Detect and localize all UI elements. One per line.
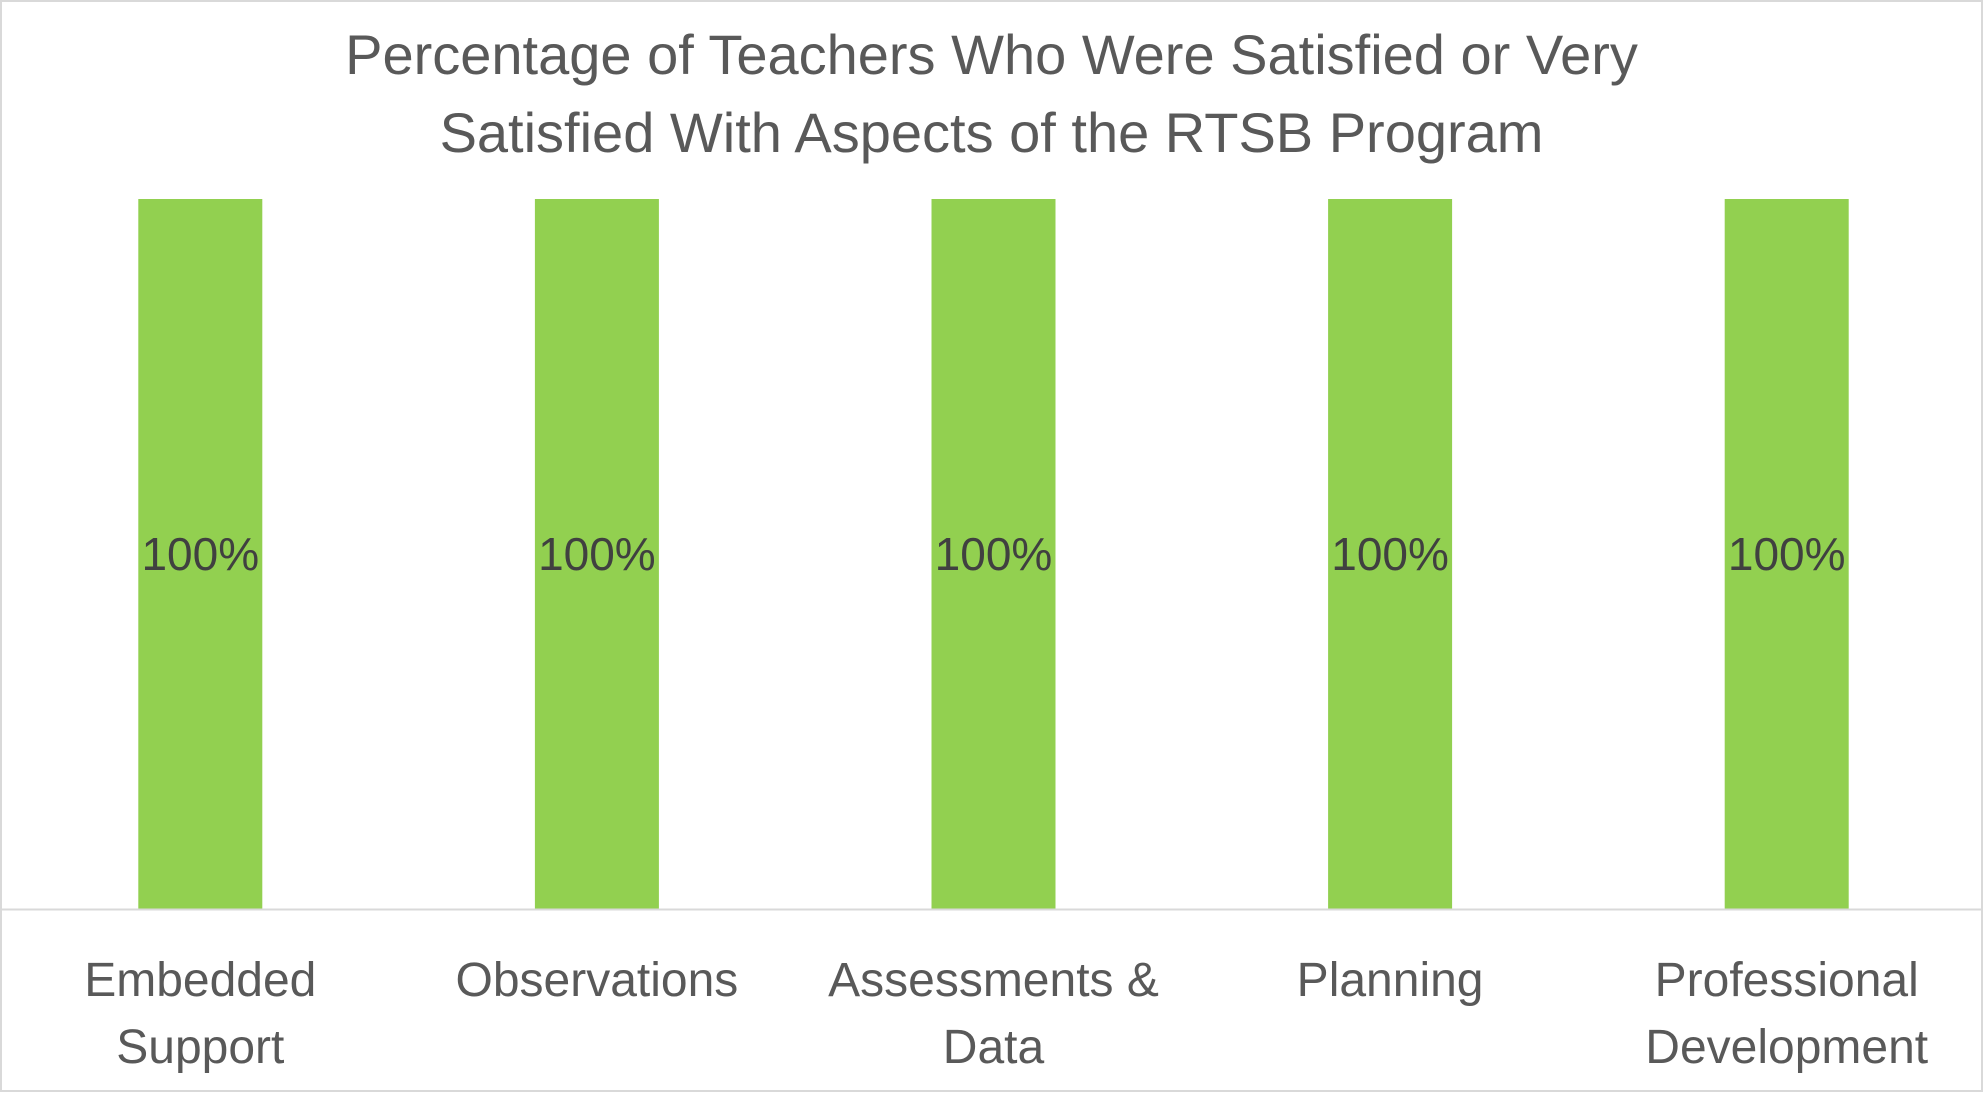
bar-4 (1724, 199, 1849, 909)
bar-3 (1328, 199, 1453, 909)
data-label-3: 100% (1331, 528, 1449, 580)
data-label-2: 100% (935, 528, 1053, 580)
category-label-4-line-0: Professional (1655, 954, 1919, 1007)
bar-2 (931, 199, 1056, 909)
category-label-2-line-1: Data (943, 1021, 1045, 1074)
data-label-1: 100% (538, 528, 656, 580)
chart-title-line-2: Satisfied With Aspects of the RTSB Progr… (439, 101, 1544, 164)
category-label-4-line-1: Development (1645, 1021, 1928, 1074)
category-label-3-line-0: Planning (1297, 954, 1484, 1007)
bar-1 (534, 199, 659, 909)
chart-title: Percentage of Teachers Who Were Satisfie… (2, 16, 1981, 172)
data-label-0: 100% (141, 528, 259, 580)
category-label-2-line-0: Assessments & (828, 954, 1159, 1007)
category-label-1-line-0: Observations (456, 954, 739, 1007)
data-label-4: 100% (1728, 528, 1846, 580)
bar-0 (138, 199, 263, 909)
category-label-0-line-1: Support (116, 1021, 284, 1074)
chart-title-line-1: Percentage of Teachers Who Were Satisfie… (345, 23, 1638, 86)
category-label-0-line-0: Embedded (84, 954, 316, 1007)
